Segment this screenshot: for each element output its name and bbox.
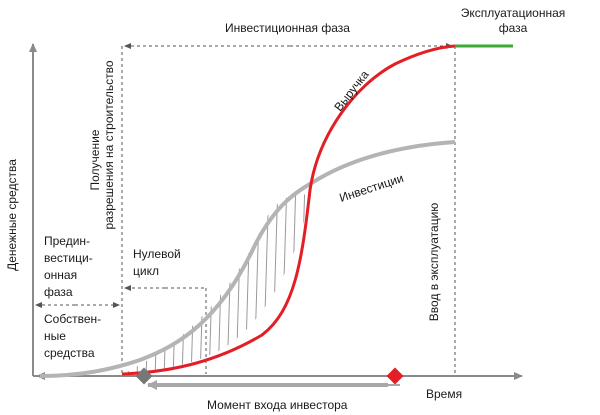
hatch-line [208,192,216,374]
pre-investment-label-line3: онная [44,268,77,282]
own-funds-label-line2: ные [44,329,66,343]
investor-entry-label: Момент входа инвестора [207,398,348,412]
investor-marker [135,367,153,385]
hatch-line [280,192,288,374]
zero-cycle-label-line1: Нулевой [133,247,181,261]
pre-investment-label-line1: Предин- [44,234,90,248]
hatched-area [127,192,310,374]
investments-label: Инвестиции [338,171,406,205]
hatch-line [217,192,225,374]
commissioning-label: Ввод в эксплуатацию [427,203,441,322]
revenue-label: Выручка [331,67,372,113]
own-funds-label-line3: средства [44,346,95,360]
permit-label-line2: разрешения на строительство [102,60,116,229]
pre-investment-label-line4: фаза [44,285,73,299]
hatch-line [181,192,189,374]
pre-investment-label-line2: вестици- [44,251,93,265]
hatch-line [145,192,153,374]
investment-phase-label: Инвестиционная фаза [225,21,350,35]
hatch-line [172,192,180,374]
hatch-line [199,192,207,374]
hatch-line [127,192,135,374]
hatch-line [262,192,270,374]
hatch-line [190,192,198,374]
permit-label-line1: Получение [88,129,102,190]
hatch-line [253,192,261,374]
entry-marker [386,367,404,385]
investments-curve [39,140,456,378]
revenue-curve [121,44,456,376]
operation-phase-label-line1: Эксплуатационная [461,6,566,20]
time-axis-label: Время [426,387,462,401]
hatch-line [136,192,144,374]
hatch-line [298,192,306,374]
operation-phase-label-line2: фаза [499,21,528,35]
hatch-line [244,192,252,374]
y-axis-label: Денежные средства [5,159,19,271]
zero-cycle-label-line2: цикл [133,264,159,278]
own-funds-label-line1: Собствен- [44,312,101,326]
